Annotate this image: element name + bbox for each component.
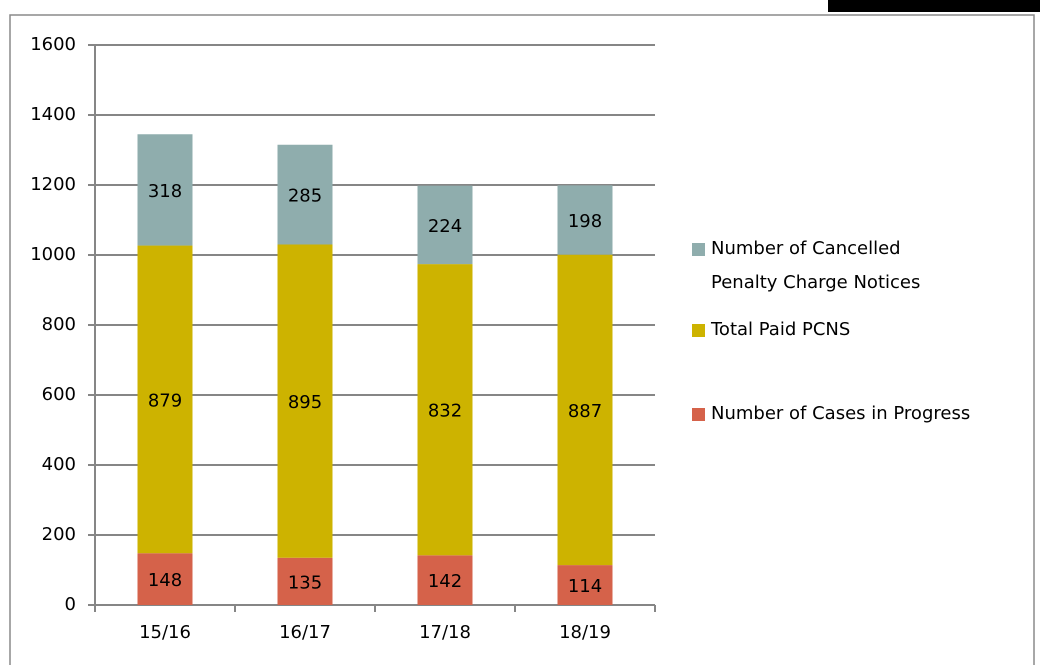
x-tick-label: 16/17 [279,622,331,643]
data-label: 142 [428,571,462,592]
legend-swatch [692,243,705,256]
data-label: 318 [148,181,182,202]
data-label: 285 [288,186,322,207]
x-tick-label: 17/18 [419,622,471,643]
data-label: 198 [568,211,602,232]
data-label: 148 [148,570,182,591]
y-tick-label: 1200 [30,174,76,195]
legend-label: Number of Cases in Progress [711,403,971,424]
bar-segment [557,254,613,566]
bar-segment [417,555,473,605]
legend-label: Number of Cancelled Penalty Charge Notic… [711,238,921,293]
data-label: 832 [428,401,462,422]
y-tick-label: 200 [42,524,76,545]
legend-item: Number of Cases in Progress [692,397,1040,431]
data-label: 114 [568,576,602,597]
top-bar [828,0,1040,12]
y-tick-label: 0 [65,594,76,615]
x-tick-label: 15/16 [139,622,191,643]
y-tick-label: 1000 [30,244,76,265]
bar-segment [277,144,333,245]
bar-segment [557,565,613,605]
y-tick-label: 1400 [30,104,76,125]
legend-item: Number of Cancelled Penalty Charge Notic… [692,232,951,300]
data-label: 135 [288,572,322,593]
y-tick-label: 1600 [30,34,76,55]
data-label: 224 [428,216,462,237]
data-label: 879 [148,390,182,411]
bar-segment [417,264,473,556]
y-tick-label: 800 [42,314,76,335]
bar-segment [277,244,333,558]
x-tick-label: 18/19 [559,622,611,643]
bar-segment [137,245,193,554]
bar-segment [417,185,473,265]
y-tick-label: 400 [42,454,76,475]
bar-segment [137,553,193,605]
legend-swatch [692,324,705,337]
bar-segment [557,185,613,255]
legend-label: Total Paid PCNS [711,319,851,340]
data-label: 887 [568,401,602,422]
legend-swatch [692,408,705,421]
bar-segment [277,557,333,605]
legend-item: Total Paid PCNS [692,313,1040,347]
y-tick-label: 600 [42,384,76,405]
bar-segment [137,134,193,246]
data-label: 895 [288,392,322,413]
